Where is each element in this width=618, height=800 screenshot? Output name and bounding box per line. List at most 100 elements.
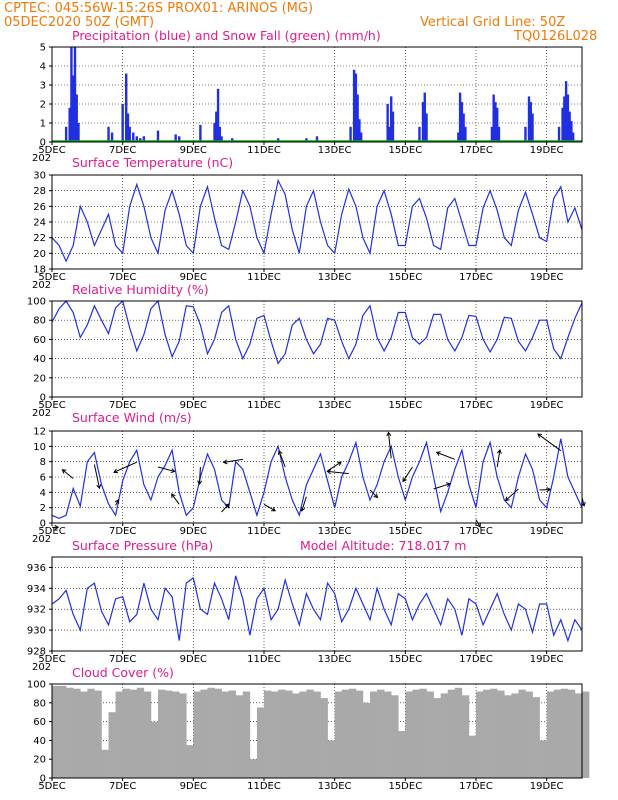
cloud-bar: [546, 691, 555, 778]
precip-bar: [72, 75, 75, 142]
cloud-bar: [582, 691, 590, 778]
cloud-bar: [150, 721, 159, 778]
wind-arrow: [496, 449, 501, 468]
cloud-bar: [143, 691, 152, 778]
wind-arrow: [113, 461, 138, 473]
precip-bar: [142, 136, 146, 142]
y-tick-label: 26: [33, 202, 46, 213]
x-tick-label: 11DEC: [247, 400, 281, 411]
cloud-bar: [391, 695, 399, 778]
cloud-bar: [242, 691, 251, 778]
y-tick-label: 100: [27, 297, 46, 308]
x-tick-label: 7DEC: [109, 272, 136, 283]
y-tick-label: 12: [33, 427, 46, 438]
wind-arrow-head: [496, 449, 502, 454]
precip-bar: [349, 126, 352, 142]
x-tick-label: 13DEC: [318, 272, 352, 283]
precip-bar: [220, 136, 223, 142]
precip-bar: [132, 132, 135, 142]
wind-arrow-head: [435, 451, 441, 456]
header-line1: CPTEC: 045:56W-15:26S PROX01: ARINOS (MG…: [4, 1, 313, 16]
cloud-bar: [497, 690, 505, 778]
y-tick-label: 930: [27, 626, 46, 637]
y-tick-label: 80: [33, 698, 46, 709]
wind-arrow: [505, 488, 519, 501]
x-tick-label: 17DEC: [459, 654, 493, 665]
cloud-bar: [476, 691, 484, 778]
x-tick-label: 9DEC: [180, 781, 207, 792]
precip-bar: [121, 104, 124, 142]
cloud-bar: [468, 735, 477, 778]
wind-arrow-head: [171, 493, 176, 499]
wind-arrow-head: [96, 484, 102, 490]
y-tick-label: 20: [33, 755, 46, 766]
cloud-bar: [539, 740, 547, 778]
precip-bar: [128, 126, 131, 142]
panel-frame: [51, 300, 583, 398]
cloud-bar: [362, 702, 371, 778]
x-tick-label: 7DEC: [109, 654, 136, 665]
x-tick-label: 9DEC: [180, 654, 207, 665]
cloud-bar: [249, 759, 258, 778]
x-tick-label: 15DEC: [388, 654, 422, 665]
precip-bar: [423, 92, 426, 142]
x-year-label: 202: [32, 408, 51, 419]
x-tick-label: 7DEC: [109, 400, 136, 411]
precip-bar: [464, 126, 467, 142]
x-tick-label: 7DEC: [109, 781, 136, 792]
wind-arrow-head: [537, 433, 543, 438]
precip-bar: [77, 123, 80, 142]
precip-bar: [135, 136, 138, 142]
y-tick-label: 10: [33, 442, 46, 453]
grid-note: Vertical Grid Line: 50Z: [420, 15, 565, 30]
x-year-label: 202: [32, 534, 51, 545]
precip-bar: [388, 126, 391, 142]
cloud-bar: [228, 690, 237, 778]
cloud-bar: [313, 691, 321, 778]
cloud-bar: [412, 689, 420, 778]
wind-arrow-head: [373, 493, 379, 499]
cloud-bar: [299, 691, 307, 778]
cloud-bar: [419, 688, 427, 778]
wind-arrow-head: [224, 503, 230, 509]
wind-arrow-head: [402, 477, 407, 483]
precip-bar: [566, 94, 570, 142]
x-year-label: 202: [32, 280, 51, 291]
precip-bar: [213, 123, 216, 142]
cloud-bar: [461, 695, 470, 778]
x-tick-label: 5DEC: [38, 400, 65, 411]
y-tick-label: 4: [40, 62, 46, 73]
wind-arrow-head: [61, 469, 67, 474]
wind-arrow: [402, 466, 413, 482]
precip-bar: [458, 92, 462, 142]
panel-title: Surface Temperature (nC): [72, 155, 233, 170]
cloud-bar: [94, 690, 102, 778]
precip-bar: [356, 94, 359, 142]
cloud-bar: [101, 749, 109, 778]
x-tick-label: 7DEC: [109, 526, 136, 537]
y-tick-label: 928: [27, 647, 46, 658]
cloud-bar: [122, 688, 131, 778]
cloud-bar: [560, 688, 569, 778]
precip-bar: [174, 134, 177, 142]
cloud-bar: [278, 689, 286, 778]
x-tick-label: 17DEC: [459, 781, 493, 792]
precip-bar: [418, 126, 421, 142]
wind-arrow-head: [386, 431, 392, 437]
precip-bar: [457, 132, 460, 142]
cloud-bar: [200, 689, 208, 778]
y-tick-label: 60: [33, 717, 46, 728]
y-tick-label: 80: [33, 316, 46, 327]
precip-bar: [218, 126, 222, 142]
cloud-bar: [115, 691, 123, 778]
y-tick-label: 0: [40, 393, 46, 404]
y-tick-label: 18: [33, 265, 46, 276]
y-tick-label: 934: [27, 584, 46, 595]
x-tick-label: 19DEC: [530, 654, 564, 665]
y-tick-label: 1: [40, 119, 46, 130]
wind-arrow: [436, 451, 455, 460]
precip-bar: [391, 111, 395, 142]
x-year-label: 202: [32, 662, 51, 673]
precip-bar: [126, 113, 130, 142]
